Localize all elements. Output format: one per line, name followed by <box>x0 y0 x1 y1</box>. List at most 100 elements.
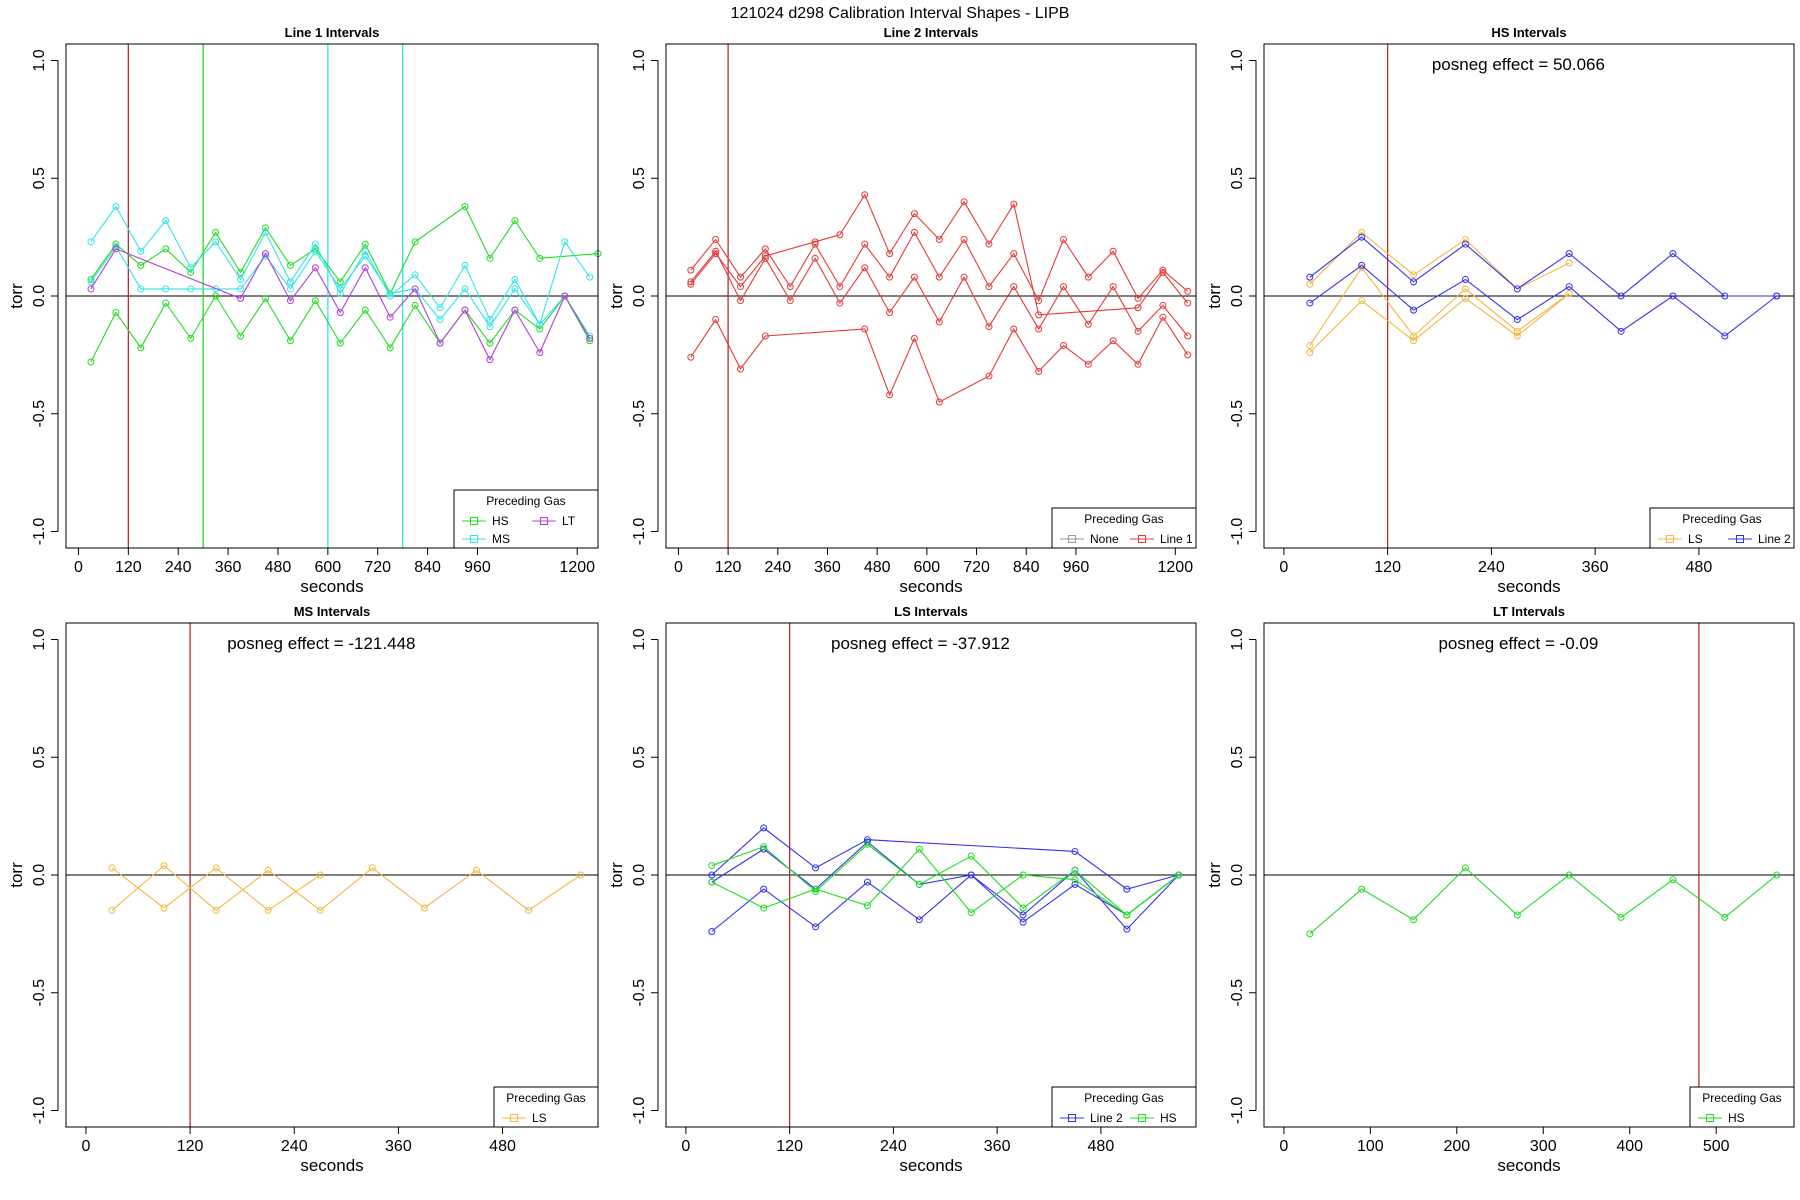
data-point <box>861 325 869 333</box>
data-point <box>1184 299 1192 307</box>
data-point <box>708 928 716 936</box>
x-tick-label: 120 <box>115 559 142 576</box>
data-point <box>1565 283 1573 291</box>
panel-title: LT Intervals <box>1493 604 1565 619</box>
data-point <box>861 264 869 272</box>
data-point <box>1513 327 1521 335</box>
series-line <box>90 294 591 363</box>
data-point <box>708 871 716 879</box>
data-point <box>1184 351 1192 359</box>
data-point <box>786 283 794 291</box>
data-point <box>1134 360 1142 368</box>
series-line <box>1309 236 1777 297</box>
data-point <box>586 273 594 281</box>
x-tick-label: 240 <box>165 559 192 576</box>
series-line <box>111 867 321 911</box>
data-point <box>1060 341 1067 349</box>
data-point <box>461 285 469 293</box>
legend-key-marker <box>1666 535 1674 543</box>
data-point <box>712 235 720 243</box>
x-axis-label: seconds <box>1497 1156 1560 1175</box>
data-point <box>836 299 844 307</box>
data-point <box>361 240 369 248</box>
y-axis-label: torr <box>607 862 626 888</box>
legend-entry: HS <box>1728 1111 1745 1125</box>
data-point <box>511 276 519 284</box>
y-tick-label: 0.0 <box>31 864 48 886</box>
data-point <box>162 299 170 307</box>
legend-entry: Line 2 <box>1758 532 1791 546</box>
data-point <box>737 273 745 281</box>
data-point <box>985 240 993 248</box>
data-point <box>1060 235 1067 243</box>
data-point <box>1123 925 1131 933</box>
y-tick-label: -1.0 <box>631 518 648 546</box>
data-point <box>1035 367 1043 375</box>
data-point <box>712 316 720 324</box>
data-point <box>1123 911 1131 919</box>
data-point <box>760 843 768 851</box>
x-tick-label: 400 <box>1616 1138 1643 1155</box>
x-tick-label: 720 <box>364 559 391 576</box>
data-point <box>1184 287 1192 295</box>
data-point <box>137 344 145 352</box>
data-point <box>237 332 245 340</box>
data-point <box>87 285 95 293</box>
data-point <box>861 191 869 199</box>
data-point <box>760 904 768 912</box>
data-point <box>1358 233 1366 241</box>
data-point <box>420 904 428 912</box>
data-point <box>915 845 923 853</box>
x-tick-label: 240 <box>281 1138 308 1155</box>
data-point <box>985 372 993 380</box>
data-point <box>461 261 469 269</box>
data-point <box>761 254 769 262</box>
data-point <box>708 878 716 886</box>
data-point <box>1134 304 1142 312</box>
legend-key-marker <box>510 1114 518 1122</box>
data-point <box>87 238 95 246</box>
data-point <box>812 885 820 893</box>
x-axis-label: seconds <box>300 1156 363 1175</box>
series-line <box>90 248 591 361</box>
data-point <box>212 292 220 300</box>
data-point <box>960 235 968 243</box>
data-point <box>436 339 444 347</box>
chart-panel: HS Intervals 0 120 240 360 480 seconds -1.0 -0.5… <box>1205 25 1795 596</box>
y-tick-label: 0.5 <box>31 746 48 768</box>
data-point <box>237 276 245 284</box>
data-point <box>187 285 195 293</box>
data-point <box>863 840 871 848</box>
data-point <box>411 285 419 293</box>
data-point <box>336 308 344 316</box>
y-axis-label: torr <box>607 283 626 309</box>
data-point <box>1019 904 1027 912</box>
x-tick-label: 960 <box>1063 559 1090 576</box>
data-point <box>811 238 819 246</box>
legend-entry: Line 1 <box>1160 532 1193 546</box>
data-point <box>1669 876 1677 884</box>
data-point <box>112 308 120 316</box>
data-point <box>262 224 269 232</box>
x-tick-label: 360 <box>215 559 242 576</box>
data-point <box>525 906 533 914</box>
y-tick-label: 0.5 <box>1229 746 1246 768</box>
data-point <box>536 254 544 262</box>
data-point <box>187 268 195 276</box>
data-point <box>1134 294 1142 302</box>
chart-panel: MS Intervals 0 120 240 360 480 seconds -1.0 -0.5… <box>7 604 599 1175</box>
data-point <box>237 268 245 276</box>
data-point <box>1358 261 1366 269</box>
x-tick-label: 600 <box>314 559 341 576</box>
x-axis-label: seconds <box>899 1156 962 1175</box>
panel-title: MS Intervals <box>294 604 371 619</box>
data-point <box>262 228 269 236</box>
data-point <box>561 292 569 300</box>
legend-entry: HS <box>492 514 509 528</box>
x-tick-label: 0 <box>82 1138 91 1155</box>
data-point <box>1010 325 1018 333</box>
data-point <box>137 261 145 269</box>
y-tick-label: 1.0 <box>31 49 48 71</box>
series-line <box>111 864 581 912</box>
data-point <box>264 866 272 874</box>
